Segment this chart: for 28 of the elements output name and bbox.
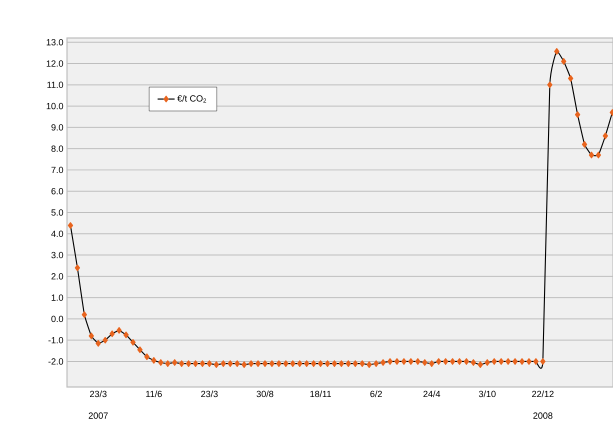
text: 2007 — [88, 412, 108, 419]
y-tick-label: 13.0 — [46, 39, 64, 46]
x-tick-label: 3/10 — [478, 390, 496, 398]
x-tick-label: 23/3 — [201, 390, 218, 398]
y-tick-label: 3.0 — [51, 252, 64, 258]
x-tick-label: 22/12 — [532, 390, 554, 398]
y-tick-label: 4.0 — [51, 230, 64, 237]
legend-label: €/t CO$_{2}$ — [177, 95, 206, 103]
y-tick-label: 11.0 — [47, 82, 64, 88]
x-tick-label: 24/4 — [423, 390, 440, 398]
x-tick-label: 23/3 — [90, 390, 107, 398]
x-tick-label: 11/6 — [146, 390, 162, 398]
x-tick-label: 30/8 — [256, 390, 274, 398]
y-tick-label: 2.0 — [51, 273, 64, 280]
y-tick-label: 0.0 — [51, 316, 64, 322]
x-tick-label: 18/11 — [310, 390, 332, 398]
y-tick-label: 5.0 — [51, 209, 64, 216]
y-tick-label: 12.0 — [46, 60, 64, 67]
y-tick-label: -1.0 — [48, 337, 64, 344]
y-tick-label: 10.0 — [46, 102, 64, 110]
y-tick-label: 1.0 — [52, 294, 64, 301]
y-tick-label: 7.0 — [51, 166, 64, 174]
x-tick-label: 6/2 — [370, 390, 382, 398]
y-tick-label: 6.0 — [51, 188, 64, 194]
y-tick-label: 8.0 — [51, 145, 64, 152]
y-tick-label: -2.0 — [48, 358, 64, 365]
text: 2008 — [533, 412, 552, 419]
y-tick-label: 9.0 — [51, 124, 64, 131]
